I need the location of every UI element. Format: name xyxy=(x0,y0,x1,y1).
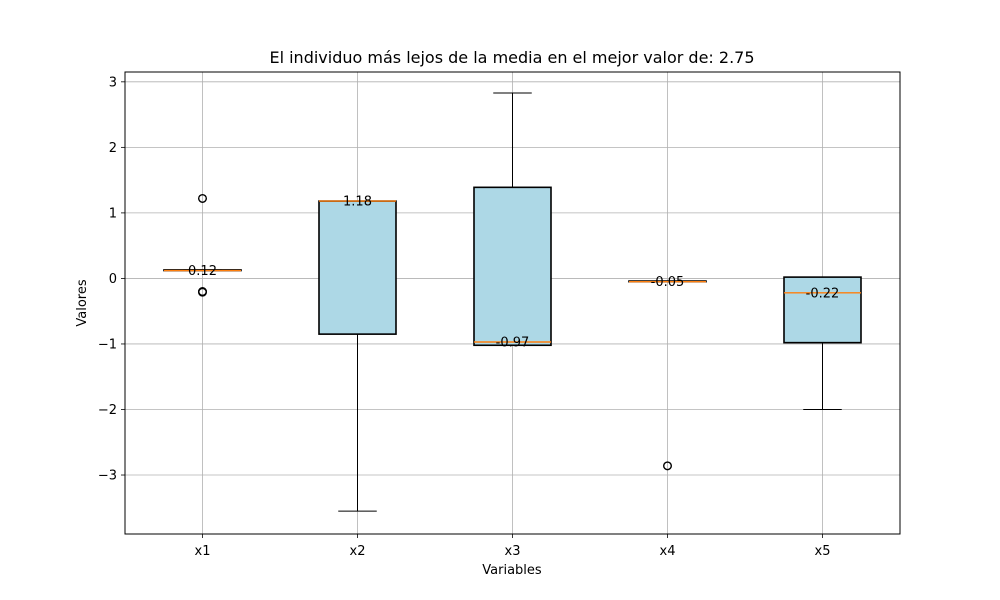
median-label: -0.22 xyxy=(806,286,840,301)
box-x5: -0.22 xyxy=(783,276,862,410)
iqr-box xyxy=(783,276,862,344)
y-tick-label: −2 xyxy=(98,403,117,418)
outlier-point xyxy=(663,461,673,471)
box-x3: -0.97 xyxy=(473,92,552,350)
y-tick-label: 1 xyxy=(109,206,117,221)
y-tick-label: 0 xyxy=(109,272,117,287)
y-tick-label: 2 xyxy=(109,141,117,156)
box-x2: 1.18 xyxy=(318,195,397,512)
x-tick-label: x3 xyxy=(505,544,521,559)
y-tick-label: −3 xyxy=(98,469,117,484)
x-tick-label: x5 xyxy=(815,544,831,559)
y-tick-label: 3 xyxy=(109,75,117,90)
box-x1: 0.12 xyxy=(163,193,242,297)
chart-title: El individuo más lejos de la media en el… xyxy=(269,48,754,67)
median-label: 0.12 xyxy=(188,264,217,279)
outlier-point xyxy=(197,193,207,203)
y-axis-label: Valores xyxy=(75,279,90,326)
boxes: 0.12 1.18 -0.97 -0.05 -0.22 xyxy=(163,92,862,512)
x-axis-label: Variables xyxy=(482,563,542,578)
median-label: -0.97 xyxy=(496,335,530,350)
y-tick-label: −1 xyxy=(98,337,117,352)
x-tick-label: x4 xyxy=(660,544,676,559)
iqr-box xyxy=(318,200,397,335)
outlier-point xyxy=(197,287,207,297)
x-tick-label: x2 xyxy=(350,544,366,559)
box-x4: -0.05 xyxy=(628,275,707,471)
ticks: −3 −2 −1 0 1 2 3 x1 x2 x3 x4 x5 xyxy=(98,75,831,559)
median-label: -0.05 xyxy=(651,275,685,290)
iqr-box xyxy=(473,186,552,347)
x-tick-label: x1 xyxy=(195,544,211,559)
median-label: 1.18 xyxy=(343,195,372,210)
